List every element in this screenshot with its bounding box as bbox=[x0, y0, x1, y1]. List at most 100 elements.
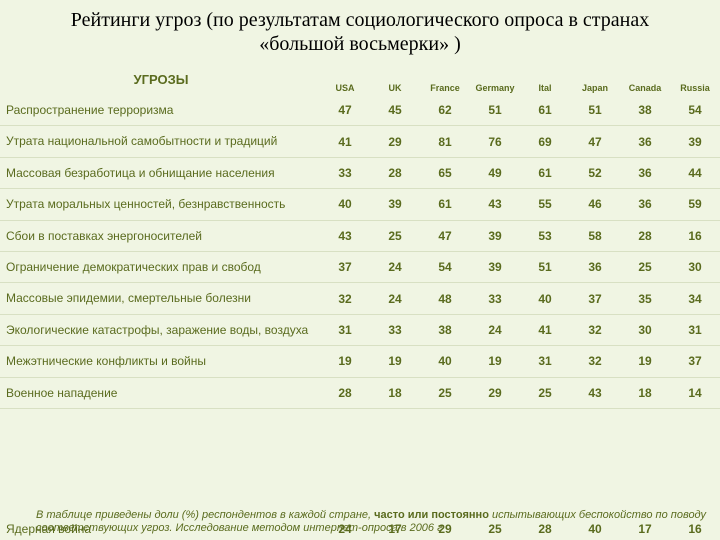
row-value: 55 bbox=[520, 189, 570, 220]
row-value: 24 bbox=[370, 283, 420, 314]
row-value: 41 bbox=[520, 314, 570, 345]
row-value: 24 bbox=[470, 314, 520, 345]
row-value: 29 bbox=[470, 377, 520, 408]
row-value: 32 bbox=[570, 314, 620, 345]
row-value: 43 bbox=[320, 220, 370, 251]
row-value: 32 bbox=[570, 346, 620, 377]
row-value: 47 bbox=[420, 220, 470, 251]
row-value: 48 bbox=[420, 283, 470, 314]
row-value: 53 bbox=[520, 220, 570, 251]
row-value: 28 bbox=[620, 220, 670, 251]
row-value: 37 bbox=[670, 346, 720, 377]
col-ital: Ital bbox=[520, 58, 570, 95]
row-value: 29 bbox=[370, 126, 420, 157]
row-value: 25 bbox=[420, 377, 470, 408]
row-value: 36 bbox=[570, 251, 620, 282]
row-value: 28 bbox=[320, 377, 370, 408]
row-value: 76 bbox=[470, 126, 520, 157]
row-value: 38 bbox=[620, 95, 670, 126]
row-value: 33 bbox=[470, 283, 520, 314]
row-value: 46 bbox=[570, 189, 620, 220]
row-value: 43 bbox=[570, 377, 620, 408]
col-canada: Canada bbox=[620, 58, 670, 95]
row-value: 81 bbox=[420, 126, 470, 157]
row-value: 36 bbox=[620, 126, 670, 157]
row-value: 19 bbox=[320, 346, 370, 377]
row-value: 65 bbox=[420, 157, 470, 188]
row-value: 54 bbox=[420, 251, 470, 282]
row-value: 51 bbox=[570, 95, 620, 126]
col-russia: Russia bbox=[670, 58, 720, 95]
row-value: 24 bbox=[370, 251, 420, 282]
row-value: 25 bbox=[520, 377, 570, 408]
title-line1: Рейтинги угроз (по результатам социологи… bbox=[71, 9, 649, 31]
row-value: 16 bbox=[670, 220, 720, 251]
table-row: Сбои в поставках энергоносителей43254739… bbox=[0, 220, 720, 251]
row-value: 37 bbox=[570, 283, 620, 314]
row-label: Сбои в поставках энергоносителей bbox=[0, 220, 320, 251]
row-value: 39 bbox=[470, 220, 520, 251]
threats-table: УГРОЗЫ USA UK France Germany Ital Japan … bbox=[0, 58, 720, 409]
col-germany: Germany bbox=[470, 58, 520, 95]
last-row-label: Ядерная война bbox=[0, 522, 320, 536]
row-value: 44 bbox=[670, 157, 720, 188]
col-japan: Japan bbox=[570, 58, 620, 95]
row-value: 45 bbox=[370, 95, 420, 126]
row-value: 51 bbox=[470, 95, 520, 126]
row-value: 18 bbox=[370, 377, 420, 408]
row-value: 39 bbox=[670, 126, 720, 157]
row-value: 41 bbox=[320, 126, 370, 157]
col-uk: UK bbox=[370, 58, 420, 95]
row-value: 32 bbox=[320, 283, 370, 314]
row-label: Распространение терроризма bbox=[0, 95, 320, 126]
row-label: Утрата национальной самобытности и тради… bbox=[0, 126, 320, 157]
row-value: 43 bbox=[470, 189, 520, 220]
row-value: 37 bbox=[320, 251, 370, 282]
table-row: Экологические катастрофы, заражение воды… bbox=[0, 314, 720, 345]
col-france: France bbox=[420, 58, 470, 95]
row-value: 62 bbox=[420, 95, 470, 126]
row-value: 19 bbox=[370, 346, 420, 377]
row-value: 69 bbox=[520, 126, 570, 157]
row-value: 61 bbox=[520, 157, 570, 188]
row-value: 54 bbox=[670, 95, 720, 126]
row-value: 33 bbox=[370, 314, 420, 345]
row-value: 40 bbox=[320, 189, 370, 220]
row-value: 35 bbox=[620, 283, 670, 314]
table-row: Массовые эпидемии, смертельные болезни32… bbox=[0, 283, 720, 314]
row-value: 31 bbox=[670, 314, 720, 345]
row-label: Ограничение демократических прав и свобо… bbox=[0, 251, 320, 282]
table-row: Межэтнические конфликты и войны191940193… bbox=[0, 346, 720, 377]
row-value: 40 bbox=[420, 346, 470, 377]
col-usa: USA bbox=[320, 58, 370, 95]
row-value: 19 bbox=[620, 346, 670, 377]
row-value: 36 bbox=[620, 157, 670, 188]
row-value: 31 bbox=[320, 314, 370, 345]
row-value: 47 bbox=[320, 95, 370, 126]
row-label: Экологические катастрофы, заражение воды… bbox=[0, 314, 320, 345]
row-value: 33 bbox=[320, 157, 370, 188]
row-value: 34 bbox=[670, 283, 720, 314]
row-value: 58 bbox=[570, 220, 620, 251]
row-value: 28 bbox=[370, 157, 420, 188]
table-row: Массовая безработица и обнищание населен… bbox=[0, 157, 720, 188]
row-value: 39 bbox=[370, 189, 420, 220]
row-value: 31 bbox=[520, 346, 570, 377]
row-value: 14 bbox=[670, 377, 720, 408]
row-value: 49 bbox=[470, 157, 520, 188]
row-label: Военное нападение bbox=[0, 377, 320, 408]
row-value: 19 bbox=[470, 346, 520, 377]
last-row-overlay: Ядерная война 24 17 29 25 28 40 17 16 bbox=[0, 522, 720, 536]
threats-header: УГРОЗЫ bbox=[1, 60, 321, 93]
row-value: 18 bbox=[620, 377, 670, 408]
row-value: 38 bbox=[420, 314, 470, 345]
row-value: 61 bbox=[520, 95, 570, 126]
table-row: Утрата национальной самобытности и тради… bbox=[0, 126, 720, 157]
row-value: 30 bbox=[620, 314, 670, 345]
row-label: Массовые эпидемии, смертельные болезни bbox=[0, 283, 320, 314]
table-row: Распространение терроризма47456251615138… bbox=[0, 95, 720, 126]
row-value: 36 bbox=[620, 189, 670, 220]
row-value: 39 bbox=[470, 251, 520, 282]
row-value: 40 bbox=[520, 283, 570, 314]
row-value: 47 bbox=[570, 126, 620, 157]
